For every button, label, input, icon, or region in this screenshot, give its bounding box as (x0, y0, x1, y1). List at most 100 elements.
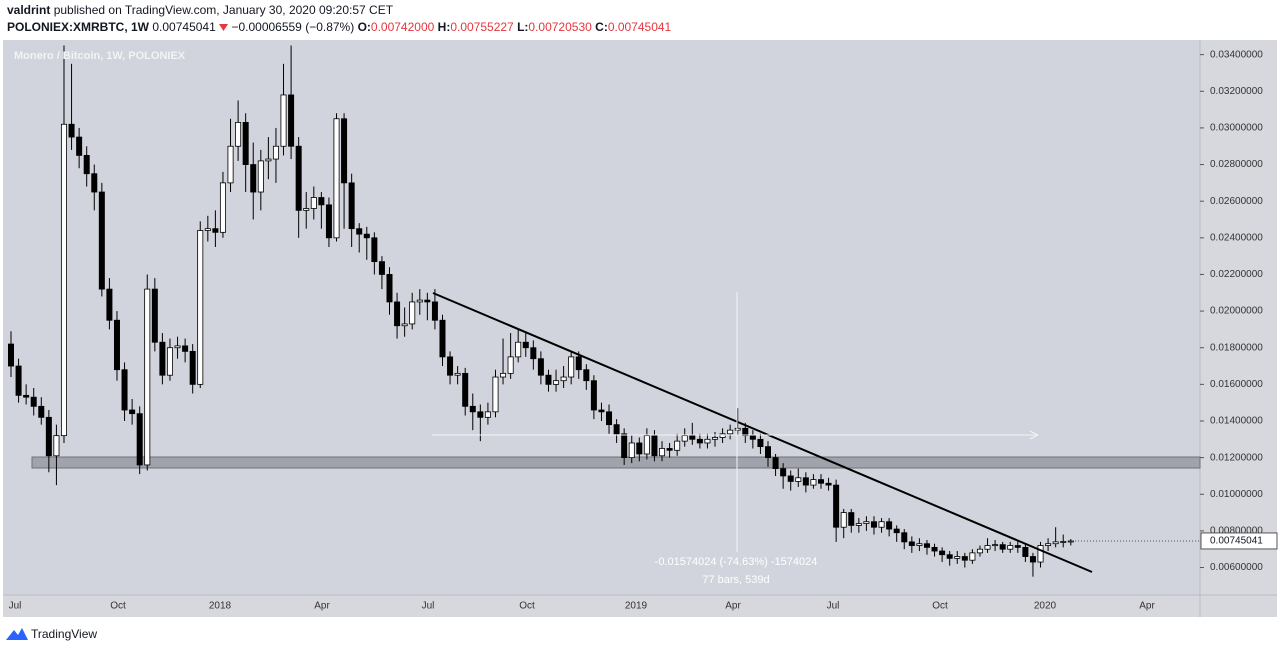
candle-body (901, 532, 908, 543)
candle-body (227, 145, 234, 184)
candle-body (954, 556, 961, 559)
plot-background (3, 40, 1200, 595)
candle-body (15, 365, 22, 396)
candle-body (106, 288, 113, 321)
candle-body (219, 182, 226, 233)
candle-body (462, 372, 469, 407)
candle-body (681, 435, 688, 442)
y-tick-label: 0.03200000 (1210, 86, 1263, 97)
candle-body (522, 341, 529, 349)
candle-body (166, 347, 173, 376)
candle-body (447, 356, 454, 376)
y-tick-label: 0.02800000 (1210, 159, 1263, 170)
candle-body (174, 345, 181, 349)
x-tick-label: Oct (110, 601, 126, 612)
candle-body (341, 118, 348, 184)
last-price-box (1200, 532, 1278, 550)
candle-body (961, 556, 968, 561)
candle-body (30, 396, 37, 407)
time-axis-background (3, 595, 1277, 617)
measure-bars-label: 77 bars, 539d (702, 574, 769, 586)
symbol: POLONIEX:XMRBTC, 1W (7, 20, 150, 34)
y-tick-label: 0.03400000 (1210, 49, 1263, 60)
candle-body (53, 435, 60, 457)
candle-body (1029, 556, 1036, 563)
x-tick-label: 2018 (209, 601, 232, 612)
candle-body (83, 154, 90, 175)
candle-body (500, 372, 507, 378)
candles (7, 45, 1074, 577)
candle-body (666, 448, 673, 451)
candle-body (91, 173, 98, 193)
candle-body (136, 413, 143, 466)
y-tick-label: 0.01200000 (1210, 452, 1263, 463)
candle-body (477, 411, 484, 418)
candle-body (780, 468, 787, 477)
candle-body (484, 411, 491, 418)
x-tick-label: 2019 (625, 601, 648, 612)
x-tick-label: Oct (932, 601, 948, 612)
high-label: H: (437, 20, 451, 34)
author: valdrint (7, 3, 51, 17)
candle-body (1067, 540, 1074, 543)
candle-body (144, 288, 151, 466)
change: −0.00006559 (−0.87%) (231, 20, 355, 34)
candle-body (575, 356, 582, 371)
low-label: L: (517, 20, 529, 34)
candle-body (68, 123, 75, 138)
candle-body (1037, 545, 1044, 563)
candle-body (272, 145, 279, 160)
candle-body (923, 543, 930, 548)
support-zone (31, 456, 1201, 469)
candle-body (1052, 541, 1059, 545)
candle-body (7, 343, 14, 367)
candle-body (386, 274, 393, 303)
candle-body (235, 122, 242, 147)
candle-body (583, 369, 590, 382)
candle-body (1007, 545, 1014, 550)
candle-body (590, 380, 597, 411)
candle-body (409, 301, 416, 325)
x-tick-label: Jul (9, 601, 22, 612)
watermark-title: Monero / Bitcoin, 1W, POLONIEX (14, 50, 186, 62)
candle-body (621, 433, 628, 459)
x-tick-label: Jul (827, 601, 840, 612)
open-value: 0.00742000 (370, 20, 435, 34)
candle-body (568, 356, 575, 378)
candle-body (969, 552, 976, 561)
candle-body (431, 301, 438, 321)
candle-body (121, 369, 128, 411)
candle-body (855, 523, 862, 526)
candle-body (159, 341, 166, 376)
published: published on TradingView.com, January 30… (53, 3, 394, 17)
candle-body (848, 512, 855, 526)
x-tick-label: Apr (725, 601, 741, 612)
candle-body (727, 429, 734, 435)
y-tick-label: 0.00600000 (1210, 562, 1263, 573)
candle-body (545, 374, 552, 385)
candle-body (348, 182, 355, 230)
candle-body (378, 261, 385, 275)
candle-body (113, 319, 120, 371)
candle-body (787, 475, 794, 482)
y-tick-label: 0.02400000 (1210, 232, 1263, 243)
x-tick-label: Jul (422, 601, 435, 612)
candle-body (749, 435, 756, 440)
candle-body (810, 479, 817, 486)
candle-body (250, 164, 257, 193)
candle-body (916, 543, 923, 546)
candle-body (628, 442, 635, 459)
candle-body (280, 94, 287, 147)
y-tick-label: 0.02600000 (1210, 196, 1263, 207)
measure-label: -0.01574024 (-74.63%) -1574024 (655, 556, 818, 568)
candle-body (704, 438, 711, 444)
candle-body (553, 380, 560, 385)
y-tick-label: 0.01800000 (1210, 342, 1263, 353)
candle-body (424, 299, 431, 303)
candle-body (98, 191, 105, 290)
candle-body (310, 197, 317, 209)
candle-body (1014, 545, 1021, 548)
y-tick-label: 0.00800000 (1210, 526, 1263, 537)
candle-body (636, 442, 643, 455)
